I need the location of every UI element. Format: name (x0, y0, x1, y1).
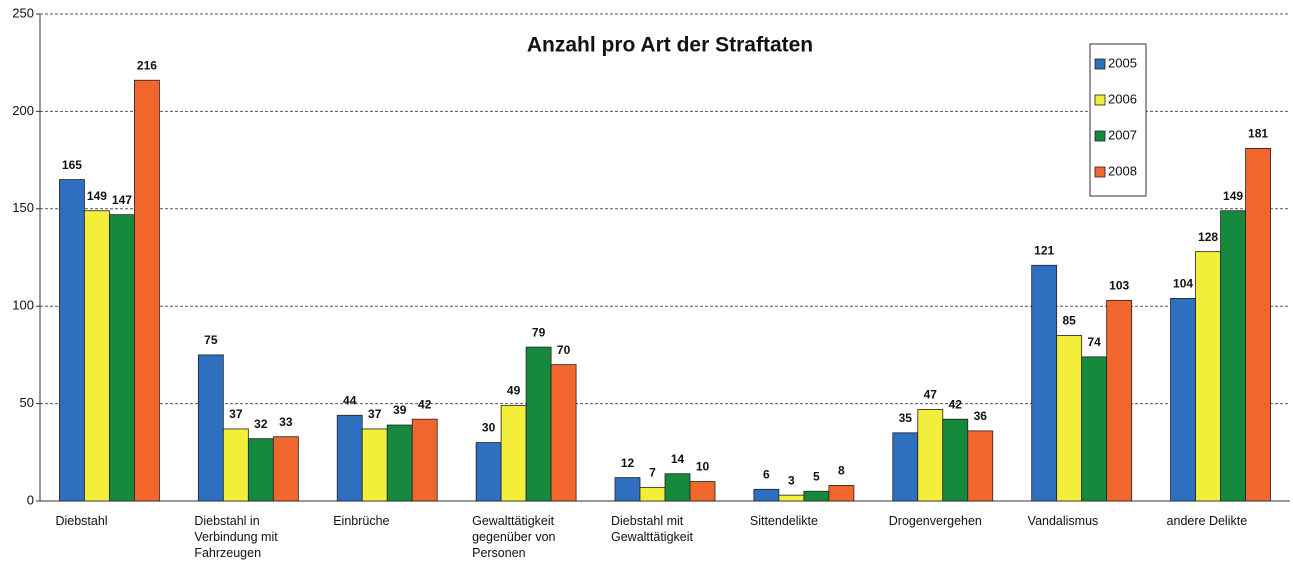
bar (134, 79, 160, 502)
bar (361, 428, 388, 502)
data-label: 74 (1087, 335, 1101, 349)
data-label: 165 (62, 158, 82, 172)
bar (614, 477, 641, 502)
bar (386, 424, 413, 502)
chart-title: Anzahl pro Art der Straftaten (527, 34, 813, 57)
data-label: 79 (532, 325, 546, 339)
bar (664, 473, 691, 502)
x-tick-label: Diebstahl mit Gewalttätigkeit (611, 514, 693, 544)
data-label: 6 (763, 467, 770, 481)
legend-swatch (1094, 94, 1106, 106)
bar (336, 414, 363, 502)
data-label: 128 (1198, 230, 1218, 244)
bar (59, 179, 85, 502)
y-tick-label: 250 (12, 5, 34, 20)
bar (411, 418, 438, 502)
y-tick-label: 0 (27, 492, 34, 507)
bar (550, 364, 577, 502)
data-label: 33 (279, 415, 293, 429)
data-label: 47 (924, 388, 938, 402)
legend-label: 2008 (1108, 163, 1137, 178)
bar (500, 405, 527, 502)
bar (1170, 298, 1196, 502)
x-tick-label: Sittendelikte (749, 514, 818, 528)
bar (1220, 210, 1246, 502)
legend-swatch (1094, 166, 1106, 178)
bar (1031, 264, 1058, 502)
x-tick-label: andere Delikte (1166, 514, 1248, 528)
bar (917, 409, 944, 502)
data-label: 39 (393, 403, 407, 417)
bar (828, 485, 855, 502)
bar (84, 210, 110, 502)
x-tick-label: Einbrüche (333, 514, 390, 528)
bar (803, 490, 830, 502)
bar (475, 442, 502, 502)
data-label: 3 (788, 473, 795, 487)
y-tick-label: 100 (12, 298, 34, 313)
data-label: 5 (813, 469, 820, 483)
data-label: 10 (696, 460, 710, 474)
x-tick-label: Diebstahl (55, 514, 108, 528)
bar (689, 481, 716, 502)
y-tick-label: 150 (12, 200, 34, 215)
data-label: 103 (1109, 279, 1129, 293)
bar (1245, 148, 1271, 502)
bar (639, 486, 666, 502)
data-label: 14 (671, 452, 685, 466)
bar (942, 418, 969, 502)
y-tick-label: 50 (20, 395, 34, 410)
data-label: 37 (368, 407, 382, 421)
data-label: 12 (621, 456, 635, 470)
legend-label: 2006 (1108, 91, 1137, 106)
data-label: 7 (649, 466, 656, 480)
bar (967, 430, 994, 502)
data-label: 42 (949, 397, 963, 411)
bar (1106, 299, 1133, 502)
bar (892, 432, 919, 502)
bar (753, 488, 780, 502)
data-label: 149 (1223, 189, 1243, 203)
data-label: 104 (1173, 277, 1193, 291)
data-label: 37 (229, 407, 243, 421)
bar (1195, 251, 1221, 502)
data-label: 121 (1034, 243, 1054, 257)
legend-swatch (1094, 130, 1106, 142)
x-tick-label: Gewalttätigkeit gegenüber von Personen (472, 514, 556, 560)
data-label: 36 (974, 409, 988, 423)
data-label: 149 (87, 189, 107, 203)
bar (197, 354, 224, 502)
data-label: 30 (482, 421, 496, 435)
data-label: 32 (254, 417, 268, 431)
x-tick-label: Vandalismus (1027, 514, 1099, 528)
data-label: 35 (899, 411, 913, 425)
data-label: 44 (343, 393, 357, 407)
y-tick-label: 200 (12, 103, 34, 118)
bar (272, 436, 299, 502)
legend-label: 2005 (1108, 55, 1137, 70)
bar (247, 438, 274, 502)
data-label: 85 (1062, 314, 1076, 328)
bar (222, 428, 249, 502)
legend-swatch (1094, 58, 1106, 70)
bar (109, 214, 135, 502)
data-label: 181 (1248, 127, 1268, 141)
data-label: 75 (204, 333, 218, 347)
bar (1081, 356, 1108, 502)
data-label: 70 (557, 343, 571, 357)
legend-label: 2007 (1108, 127, 1137, 142)
data-label: 42 (418, 397, 432, 411)
data-label: 8 (838, 464, 845, 478)
x-tick-label: Diebstahl in Verbindung mit Fahrzeugen (194, 514, 278, 560)
data-label: 49 (507, 384, 521, 398)
x-tick-label: Drogenvergehen (888, 514, 982, 528)
data-label: 216 (137, 58, 157, 72)
bar (525, 346, 552, 502)
bar (778, 494, 805, 502)
data-label: 147 (112, 193, 132, 207)
bar (1056, 335, 1083, 502)
